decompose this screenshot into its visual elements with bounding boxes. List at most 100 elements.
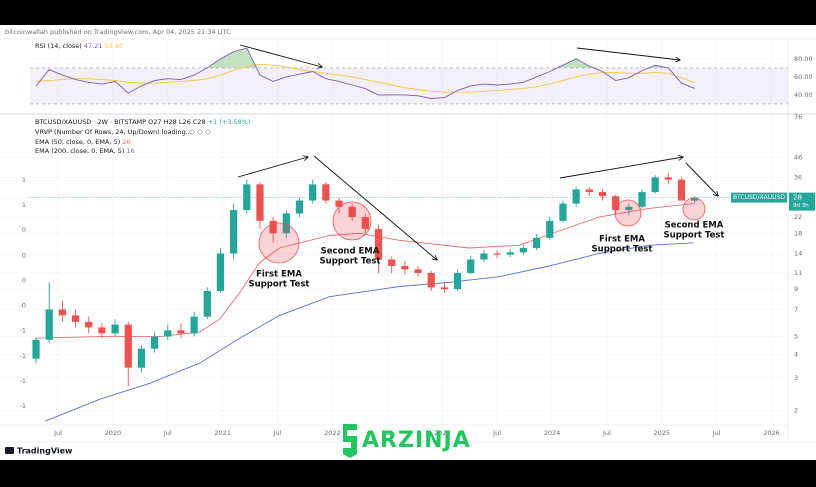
candle-body bbox=[467, 259, 475, 273]
x-tick-label: 2023 bbox=[434, 429, 451, 437]
candle-body bbox=[32, 339, 40, 359]
x-tick-label: Jul bbox=[53, 429, 62, 437]
left-axis-label: 1 bbox=[22, 201, 26, 209]
candle-body bbox=[480, 253, 488, 260]
y-tick-label: 4 bbox=[794, 351, 798, 359]
tv-logo bbox=[5, 447, 14, 454]
annotation-text: Support Test bbox=[664, 231, 725, 241]
y-tick-label: 9 bbox=[794, 285, 798, 293]
rsi-ma-line bbox=[35, 63, 695, 93]
candle-body bbox=[124, 324, 132, 368]
x-tick-label: Jul bbox=[273, 429, 282, 437]
highlight-circle bbox=[682, 197, 706, 221]
left-axis-label: -1 bbox=[20, 402, 26, 410]
overbought-fill bbox=[207, 48, 669, 68]
y-tick-label: 3 bbox=[794, 374, 798, 382]
candle-body bbox=[374, 228, 383, 260]
candle-body bbox=[638, 192, 646, 207]
candle-body bbox=[440, 287, 449, 290]
candle-body bbox=[243, 184, 251, 211]
left-axis-label: -0 bbox=[20, 302, 26, 310]
candle-body bbox=[177, 330, 185, 334]
published-note: bitcoinwallah published on TradingView.c… bbox=[5, 28, 231, 36]
left-axis-label: 0 bbox=[22, 276, 26, 284]
candle-body bbox=[269, 220, 277, 234]
candle-body bbox=[335, 200, 343, 207]
left-axis-label: 0 bbox=[22, 251, 26, 259]
candle-body bbox=[164, 330, 172, 337]
candle-body bbox=[230, 210, 238, 254]
price-tag bbox=[789, 192, 815, 211]
candle-body bbox=[612, 196, 620, 211]
candle-body bbox=[493, 253, 501, 255]
candle-body bbox=[203, 290, 211, 317]
rsi-legend: RSI (14, close) 47.21 53.60 bbox=[35, 42, 123, 50]
y-tick-label: 46 bbox=[794, 154, 802, 162]
y-tick-label: 5 bbox=[794, 333, 798, 341]
y-tick-label: 2 bbox=[794, 406, 798, 414]
candle-body bbox=[625, 206, 633, 211]
rsi-arrow bbox=[576, 47, 680, 60]
y-tick-label: 11 bbox=[794, 269, 802, 277]
y-tick-label: 22 bbox=[794, 213, 802, 221]
y-tick-label: 36 bbox=[794, 173, 802, 181]
candle-body bbox=[664, 177, 672, 180]
symbol-tag bbox=[731, 192, 787, 203]
highlight-circle bbox=[614, 199, 642, 227]
candle-body bbox=[453, 272, 462, 290]
annotation-text: Second EMA bbox=[665, 221, 724, 231]
rsi-ma-value: 53.60 bbox=[105, 42, 124, 50]
candle-body bbox=[427, 272, 435, 288]
ema50-value: 26 bbox=[122, 138, 130, 146]
candle-body bbox=[190, 316, 198, 334]
candle-body bbox=[282, 213, 290, 234]
x-tick-label: 2021 bbox=[214, 429, 231, 437]
price-tag-countdown: 9d 3h bbox=[793, 203, 809, 209]
annotation-text: Support Test bbox=[320, 257, 381, 267]
candle-body bbox=[137, 348, 146, 368]
candle-body bbox=[691, 197, 699, 201]
left-axis-label: 1 bbox=[22, 176, 26, 184]
y-tick-label: 18 bbox=[794, 229, 802, 237]
annotation-text: Support Test bbox=[592, 245, 653, 255]
ema200-value: 16 bbox=[127, 147, 135, 155]
candle-body bbox=[414, 269, 422, 273]
trend-arrow bbox=[313, 155, 437, 260]
left-axis-label: -1 bbox=[20, 327, 26, 335]
annotation-text: Second EMA bbox=[321, 247, 380, 257]
left-axis-label: -1 bbox=[20, 377, 26, 385]
rsi-line bbox=[35, 47, 695, 99]
ema200-legend: EMA (200, close, 0, EMA, 5) 16 bbox=[35, 147, 135, 155]
candle-body bbox=[98, 327, 106, 334]
candle-body bbox=[388, 259, 396, 266]
candle-body bbox=[532, 237, 541, 248]
x-tick-label: 2020 bbox=[105, 429, 122, 437]
x-tick-label: Jul bbox=[492, 429, 501, 437]
x-tick-label: Jul bbox=[602, 429, 611, 437]
logo-mark bbox=[343, 424, 357, 458]
candle-body bbox=[546, 220, 554, 238]
candle-body bbox=[401, 265, 409, 270]
symbol-tag-label: BTCUSD/XAUUSD bbox=[733, 194, 785, 201]
icon bbox=[189, 129, 195, 135]
trend-arrow bbox=[685, 162, 718, 196]
vrvp-legend: VRVP (Number Of Rows, 24, Up/Down) loadi… bbox=[35, 128, 192, 136]
x-tick-label: 2025 bbox=[653, 429, 670, 437]
annotation-text: First EMA bbox=[599, 235, 645, 245]
rsi-tick-label: 80.00 bbox=[794, 55, 813, 63]
candle-body bbox=[598, 192, 607, 197]
candle-body bbox=[585, 189, 593, 193]
y-tick-label: 7 bbox=[794, 305, 798, 313]
y-tick-label: 14 bbox=[794, 250, 802, 258]
x-tick-label: Jul bbox=[382, 429, 391, 437]
rsi-tick-label: 40.00 bbox=[794, 91, 813, 99]
watermark-logo bbox=[343, 424, 357, 458]
candle-body bbox=[85, 321, 93, 328]
main-legend: BTCUSD/XAUUSD · 2W · BITSTAMP O27 H28 L2… bbox=[35, 118, 251, 126]
candle-body bbox=[572, 189, 580, 204]
candle-body bbox=[322, 184, 330, 201]
icon bbox=[197, 129, 203, 135]
candle-body bbox=[348, 206, 356, 218]
rsi-tick-label: 60.00 bbox=[794, 73, 813, 81]
